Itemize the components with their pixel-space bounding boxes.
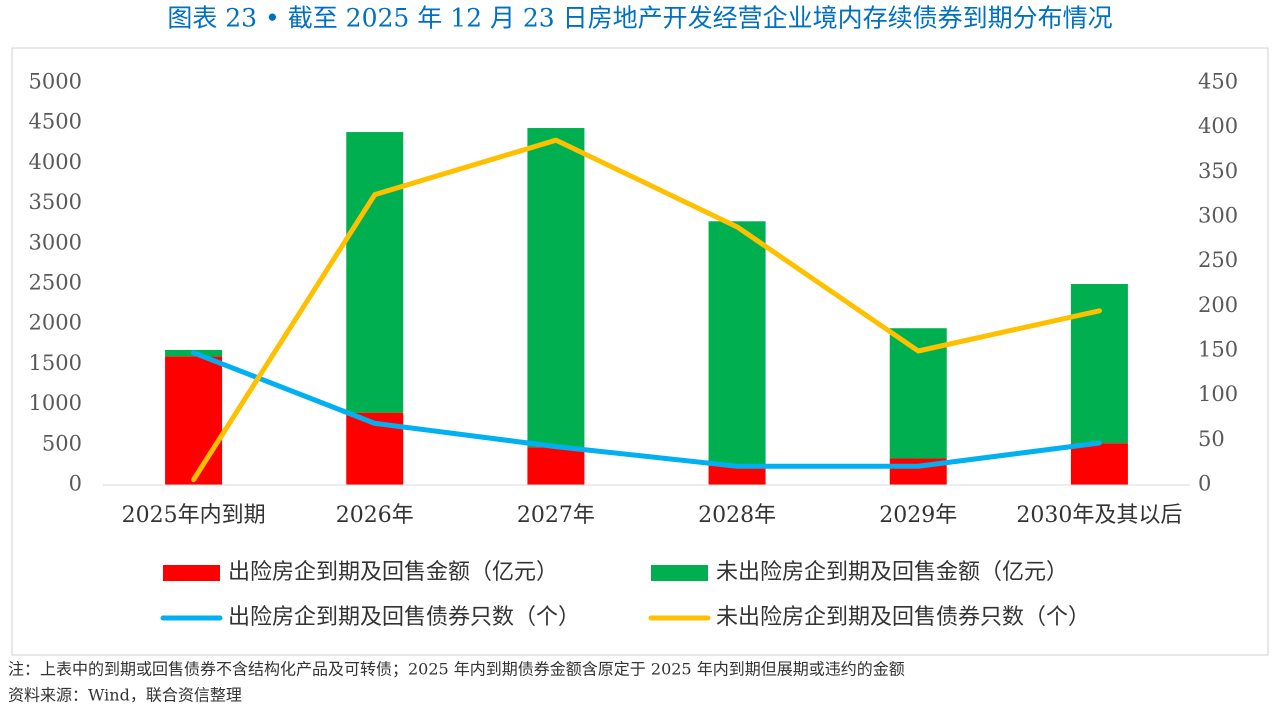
y2-tick-label: 400 — [1198, 114, 1238, 138]
x-tick-label: 2027年 — [517, 503, 595, 528]
y2-tick-label: 200 — [1198, 293, 1238, 317]
bar — [708, 464, 766, 485]
y2-tick-label: 300 — [1198, 204, 1238, 228]
y-tick-label: 0 — [69, 472, 82, 496]
y2-tick-label: 0 — [1198, 472, 1211, 496]
y-tick-label: 1000 — [29, 391, 82, 415]
bar — [527, 128, 585, 448]
legend-label: 出险房企到期及回售债券只数（个） — [228, 605, 580, 630]
legend-label: 未出险房企到期及回售金额（亿元） — [716, 560, 1068, 585]
y2-tick-label: 100 — [1198, 382, 1238, 406]
x-tick-label: 2026年 — [336, 503, 414, 528]
y2-tick-label: 50 — [1198, 427, 1225, 451]
line-series — [191, 350, 1102, 469]
chart-frame — [11, 47, 1269, 656]
x-tick-label: 2029年 — [879, 503, 957, 528]
bar — [346, 132, 404, 413]
bar — [527, 447, 585, 485]
y-tick-label: 3000 — [29, 230, 82, 254]
x-tick-label: 2028年 — [698, 503, 776, 528]
y-tick-label: 2000 — [29, 311, 82, 335]
legend-label: 未出险房企到期及回售债券只数（个） — [716, 605, 1090, 630]
y-tick-label: 1500 — [29, 351, 82, 375]
y2-tick-label: 150 — [1198, 338, 1238, 362]
bar — [708, 221, 766, 465]
chart-title: 图表 23 • 截至 2025 年 12 月 23 日房地产开发经营企业境内存续… — [167, 4, 1112, 33]
bar — [1070, 443, 1128, 485]
bar — [165, 356, 223, 485]
y2-tick-label: 350 — [1198, 159, 1238, 183]
y-tick-label: 2500 — [29, 271, 82, 295]
y-tick-label: 5000 — [29, 70, 82, 94]
y-tick-label: 4500 — [29, 110, 82, 134]
x-tick-label: 2030年及其以后 — [1016, 503, 1182, 528]
y2-tick-label: 450 — [1198, 70, 1238, 94]
y-tick-label: 3500 — [29, 190, 82, 214]
bar — [1070, 284, 1128, 444]
y-tick-label: 4000 — [29, 150, 82, 174]
note: 注：上表中的到期或回售债券不含结构化产品及可转债；2025 年内到期债券金额含原… — [8, 660, 905, 679]
legend-label: 出险房企到期及回售金额（亿元） — [228, 560, 558, 585]
legend-swatch — [163, 565, 220, 581]
x-tick-label: 2025年内到期 — [122, 503, 266, 528]
y-tick-label: 500 — [42, 431, 82, 455]
source: 资料来源：Wind，联合资信整理 — [8, 686, 242, 705]
y2-tick-label: 250 — [1198, 248, 1238, 272]
line-series — [191, 137, 1102, 483]
legend-swatch — [651, 565, 708, 581]
